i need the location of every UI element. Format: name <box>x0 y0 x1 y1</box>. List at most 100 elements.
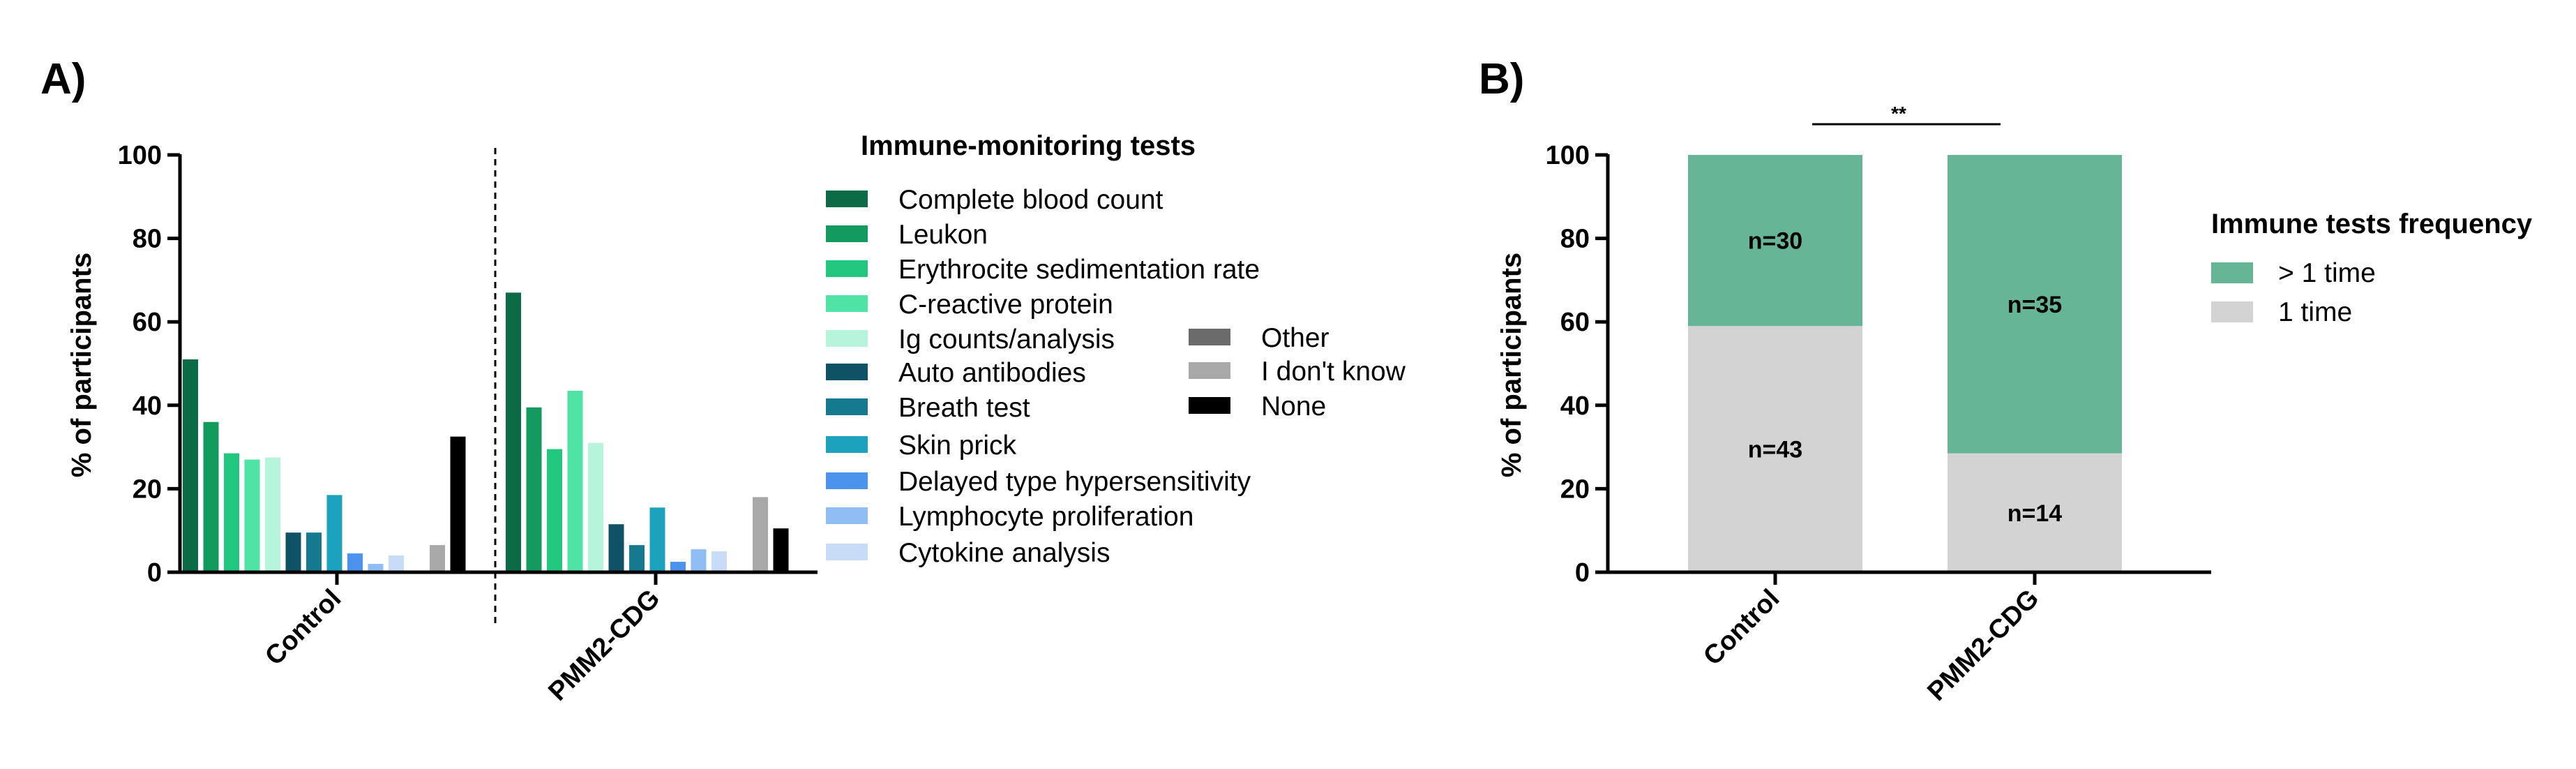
panel-a-bars <box>183 292 789 572</box>
panel-a-y-tick-label: 80 <box>133 225 162 254</box>
stack-label-control-1-time: n=43 <box>1748 437 1802 463</box>
stack-pmm2-cdg-1-time <box>1948 155 2122 454</box>
legend-label-cytokine-analysis: Cytokine analysis <box>898 538 1110 568</box>
legend-swatch-cytokine-analysis <box>826 544 868 560</box>
panel-b-y-tick-label: 60 <box>1560 308 1590 337</box>
legend-swatch-complete-blood-count <box>826 191 868 207</box>
legend-label-1-time: 1 time <box>2278 297 2352 327</box>
legend-swatch-auto-antibodies <box>826 364 868 380</box>
bar-pmm2-cdg-leukon <box>526 407 542 572</box>
panel-b-bars: n=43 n=30 n=14 n=35 <box>1688 155 2122 572</box>
bar-pmm2-cdg-breath-test <box>629 545 645 572</box>
legend-swatch-skin-prick <box>826 436 868 453</box>
legend-label-lymphocyte-proliferation: Lymphocyte proliferation <box>898 502 1193 532</box>
panel-b-label: B) <box>1479 55 1524 103</box>
bar-control-complete-blood-count <box>183 359 198 572</box>
panel-b-y-tick-label: 40 <box>1560 391 1590 421</box>
legend-swatch-leukon <box>826 225 868 242</box>
stack-label-pmm2-cdg-1-time: n=35 <box>2008 292 2062 318</box>
legend-swatch-breath-test <box>826 398 868 415</box>
panel-a-y-tick-label: 20 <box>133 475 162 504</box>
stack-control-1-time <box>1688 326 1862 572</box>
bar-pmm2-cdg-delayed-type-hypersensitivity <box>670 562 686 572</box>
bar-pmm2-cdg-ig-counts-analysis <box>588 442 603 572</box>
panel-b-y-ticks: 0 20 40 60 80 100 <box>1546 141 1608 588</box>
panel-b-category-labels: Control PMM2-CDG <box>1698 572 2044 707</box>
bar-control-i-don-t-know <box>430 545 445 572</box>
bar-control-leukon <box>203 421 219 572</box>
panel-b-y-tick-label: 80 <box>1560 225 1590 254</box>
legend-label-delayed-type-hypersensitivity: Delayed type hypersensitivity <box>898 467 1251 497</box>
legend-label-none: None <box>1261 391 1326 421</box>
legend-swatch-more-than-1-time <box>2211 262 2253 283</box>
panel-b-legend: > 1 time 1 time <box>2211 258 2376 327</box>
panel-a-y-tick-label: 60 <box>133 308 162 337</box>
legend-label-complete-blood-count: Complete blood count <box>898 185 1163 215</box>
legend-swatch-lymphocyte-proliferation <box>826 507 868 524</box>
panel-a-legend: Complete blood count Leukon Erythrocite se… <box>826 185 1406 568</box>
panel-a-y-tick-label: 40 <box>133 391 162 421</box>
legend-label-erythrocite-sedimentation-rate: Erythrocite sedimentation rate <box>898 255 1260 285</box>
panel-a-category-labels: Control PMM2-CDG <box>259 572 665 707</box>
bar-control-erythrocite-sedimentation-rate <box>224 453 239 572</box>
panel-b-category-label-control: Control <box>1698 584 1785 671</box>
panel-a-y-tick-label: 100 <box>118 141 162 170</box>
panel-b-y-axis-title: % of participants <box>1496 253 1527 477</box>
bar-control-auto-antibodies <box>285 532 301 572</box>
bar-control-none <box>450 436 466 572</box>
bar-control-breath-test <box>306 532 322 572</box>
bar-pmm2-cdg-cytokine-analysis <box>711 551 727 572</box>
panel-a-y-ticks: 0 20 40 60 80 100 <box>118 141 180 588</box>
stack-label-pmm2-cdg-1-time: n=14 <box>2008 500 2063 527</box>
legend-label-breath-test: Breath test <box>898 393 1030 423</box>
legend-swatch-c-reactive-protein <box>826 295 868 312</box>
panel-a-legend-title: Immune-monitoring tests <box>861 130 1196 161</box>
panel-a-y-axis-title: % of participants <box>66 253 97 477</box>
panel-a: A) % of participants 0 20 40 60 80 100 Contro… <box>40 55 1406 707</box>
significance-marker: ** <box>1891 103 1906 124</box>
bar-control-c-reactive-protein <box>244 459 260 572</box>
legend-swatch-i-don-t-know <box>1189 362 1230 379</box>
legend-label-more-than-1-time: > 1 time <box>2278 258 2376 288</box>
panel-a-category-label-pmm2-cdg: PMM2-CDG <box>543 584 665 707</box>
bar-pmm2-cdg-complete-blood-count <box>506 292 521 572</box>
legend-label-ig-counts-analysis: Ig counts/analysis <box>898 324 1115 354</box>
legend-swatch-ig-counts-analysis <box>826 330 868 347</box>
bar-pmm2-cdg-i-don-t-know <box>753 497 768 572</box>
stack-pmm2-cdg-1-time <box>1948 453 2122 572</box>
legend-label-other: Other <box>1261 323 1330 353</box>
panel-a-category-label-control: Control <box>259 584 347 671</box>
bar-pmm2-cdg-lymphocyte-proliferation <box>691 549 707 572</box>
panel-b-y-tick-label: 20 <box>1560 475 1590 504</box>
bar-control-cytokine-analysis <box>389 555 404 572</box>
legend-label-leukon: Leukon <box>898 220 988 250</box>
bar-control-skin-prick <box>326 495 342 572</box>
legend-swatch-erythrocite-sedimentation-rate <box>826 260 868 277</box>
legend-label-c-reactive-protein: C-reactive protein <box>898 290 1113 320</box>
legend-label-auto-antibodies: Auto antibodies <box>898 358 1086 388</box>
legend-swatch-none <box>1189 397 1230 414</box>
panel-a-y-tick-label: 0 <box>147 558 162 588</box>
panel-b-category-label-pmm2-cdg: PMM2-CDG <box>1922 584 2044 707</box>
bar-control-delayed-type-hypersensitivity <box>347 553 363 572</box>
bar-pmm2-cdg-auto-antibodies <box>608 524 624 572</box>
bar-pmm2-cdg-none <box>773 528 789 572</box>
bar-pmm2-cdg-c-reactive-protein <box>567 390 583 572</box>
panel-a-label: A) <box>40 55 86 103</box>
bar-control-ig-counts-analysis <box>265 457 280 572</box>
stack-label-control-1-time: n=30 <box>1748 228 1802 255</box>
panel-b-y-tick-label: 100 <box>1546 141 1590 170</box>
legend-label-skin-prick: Skin prick <box>898 431 1017 461</box>
panel-b-y-tick-label: 0 <box>1575 558 1590 588</box>
legend-swatch-1-time <box>2211 301 2253 322</box>
legend-swatch-delayed-type-hypersensitivity <box>826 472 868 489</box>
legend-label-i-don-t-know: I don't know <box>1261 357 1406 387</box>
stack-control-1-time <box>1688 155 1862 327</box>
panel-b-legend-title: Immune tests frequency <box>2211 209 2533 239</box>
legend-swatch-other <box>1189 329 1230 345</box>
bar-pmm2-cdg-erythrocite-sedimentation-rate <box>547 449 562 572</box>
bar-pmm2-cdg-skin-prick <box>649 507 665 572</box>
bar-control-lymphocyte-proliferation <box>368 564 384 572</box>
